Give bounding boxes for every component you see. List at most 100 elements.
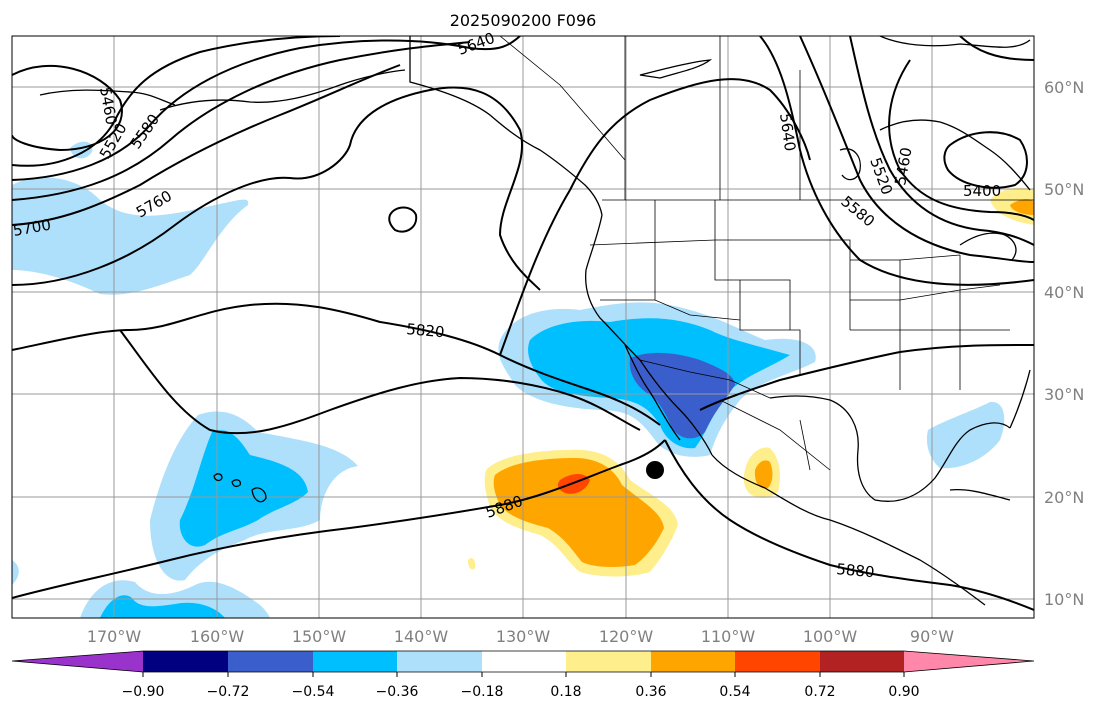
border-alaska-canada — [409, 36, 541, 151]
contour-5400 — [943, 131, 1028, 189]
colorbar-tick-label: −0.72 — [207, 684, 250, 700]
contour-5820-east — [499, 78, 811, 356]
negative-anomaly-nw-pacific — [12, 177, 249, 295]
contour-5580-west — [12, 36, 521, 181]
lon-label-90w: 90°W — [910, 627, 954, 646]
figure-title: 2025090200 F096 — [450, 11, 597, 30]
colorbar-tick-label: −0.54 — [292, 684, 335, 700]
colorbar-tick-label: 0.18 — [550, 684, 581, 700]
coast-west-us — [584, 214, 713, 456]
colorbar-segment-5 — [482, 651, 566, 672]
colorbar-tick-label: −0.18 — [461, 684, 504, 700]
contour-5640-north — [12, 41, 471, 201]
coast-florida — [1009, 369, 1031, 429]
contour-label-5880-east: 5880 — [836, 560, 876, 581]
colorbar-ticks — [142, 672, 905, 677]
negative-anomaly-gulf — [926, 401, 1005, 469]
contour-label-5400: 5400 — [963, 182, 1001, 200]
border-state-4 — [589, 239, 716, 246]
colorbar-tick-label: 0.36 — [635, 684, 666, 700]
longitude-labels: 170°W 160°W 150°W 140°W 130°W 120°W 110°… — [87, 627, 954, 646]
coast-canada-east — [879, 119, 1031, 191]
colorbar-tick-label: −0.36 — [376, 684, 419, 700]
lat-label-60n: 60°N — [1044, 78, 1084, 97]
border-state-3 — [715, 239, 851, 330]
lat-label-50n: 50°N — [1044, 180, 1084, 199]
contour-5580-east — [799, 36, 1034, 263]
colorbar-tick-label: 0.90 — [888, 684, 919, 700]
coast-central-america — [829, 519, 986, 606]
colorbar-segment-2 — [228, 651, 313, 672]
colorbar-segment-4 — [397, 651, 482, 672]
contour-5880-pac — [119, 329, 641, 435]
coast-baja — [624, 344, 681, 441]
colorbar-segment-7 — [651, 651, 735, 672]
coast-hawaii-2 — [231, 479, 242, 488]
lat-label-10n: 10°N — [1044, 590, 1084, 609]
negative-anomaly-sw-edge — [12, 560, 19, 585]
coast-hawaii-1 — [213, 473, 223, 482]
contour-5760-ring — [388, 206, 418, 233]
border-mexico-2 — [799, 419, 811, 471]
coast-hawaii-3 — [251, 487, 267, 503]
coast-newfoundland — [959, 232, 1017, 261]
contour-label-5640-east: 5640 — [776, 112, 799, 152]
contour-5760 — [12, 86, 541, 291]
border-state-8 — [850, 284, 1001, 301]
contour-label-5820: 5820 — [406, 320, 446, 341]
contour-5880-east — [699, 344, 1034, 411]
lon-label-100w: 100°W — [803, 627, 858, 646]
contour-5940-ne — [959, 36, 1034, 61]
colorbar-segment-1 — [143, 651, 228, 672]
colorbar: −0.90 −0.72 −0.54 −0.36 −0.18 0.18 0.36 … — [11, 650, 1035, 700]
latitude-labels: 60°N 50°N 40°N 30°N 20°N 10°N — [1044, 78, 1084, 609]
lon-label-130w: 130°W — [496, 627, 551, 646]
lat-label-30n: 30°N — [1044, 385, 1084, 404]
contour-5520-east — [849, 36, 1034, 246]
map-panel: 5400 5460 5460 5520 5520 5580 5580 5640 … — [11, 29, 1035, 619]
storm-center-marker — [646, 461, 664, 479]
coast-cuba — [949, 489, 1011, 501]
contour-5700 — [12, 64, 401, 226]
lat-label-40n: 40°N — [1044, 283, 1084, 302]
lon-label-140w: 140°W — [394, 627, 449, 646]
contour-5820 — [12, 302, 661, 426]
coast-aleutians — [39, 89, 176, 106]
coast-mexico-west — [711, 454, 831, 521]
positive-anomaly-mexico-mid — [754, 460, 773, 489]
map-frame — [11, 35, 1035, 619]
negative-anomaly-baja-dark — [629, 352, 735, 439]
colorbar-segment-8 — [735, 651, 820, 672]
lat-label-20n: 20°N — [1044, 488, 1084, 507]
colorbar-segment-9 — [820, 651, 904, 672]
colorbar-segment-0 — [12, 651, 143, 672]
positive-anomaly-tiny — [468, 557, 476, 570]
height-contours — [12, 36, 1034, 611]
colorbar-segment-6 — [566, 651, 651, 672]
coast-arctic-island — [639, 59, 713, 79]
contour-5460-east — [888, 59, 1034, 221]
border-state-5 — [600, 299, 741, 321]
border-mexico-1 — [719, 399, 831, 471]
coast-greenland — [879, 36, 1031, 48]
colorbar-tick-label: 0.72 — [804, 684, 835, 700]
colorbar-segment-3 — [313, 651, 397, 672]
positive-anomaly-mid — [493, 458, 664, 567]
contour-5640-east — [759, 36, 1034, 286]
colorbar-tick-label: −0.90 — [122, 684, 165, 700]
positive-anomaly-ne-mid — [1010, 199, 1034, 215]
negative-anomaly-south-mid — [100, 595, 225, 618]
contour-5520-west — [12, 36, 341, 167]
coast-hudson — [839, 148, 861, 181]
lon-label-110w: 110°W — [701, 627, 756, 646]
border-state-6 — [739, 280, 801, 375]
lon-label-150w: 150°W — [292, 627, 347, 646]
negative-anomaly-hawaii-mid — [179, 430, 308, 547]
lon-label-120w: 120°W — [599, 627, 654, 646]
contour-5460-west — [12, 64, 123, 152]
colorbar-tick-label: 0.54 — [719, 684, 750, 700]
border-us-mexico — [639, 359, 771, 399]
lon-label-170w: 170°W — [87, 627, 142, 646]
contour-5880-mexico — [664, 439, 1034, 611]
